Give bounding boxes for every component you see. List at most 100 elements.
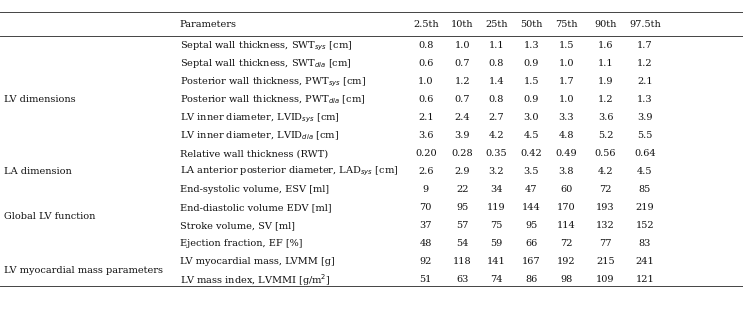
Text: 2.9: 2.9: [455, 167, 470, 176]
Text: 54: 54: [456, 239, 468, 248]
Text: Septal wall thickness, SWT$_{sys}$ [cm]: Septal wall thickness, SWT$_{sys}$ [cm]: [180, 39, 352, 53]
Text: 3.6: 3.6: [418, 131, 433, 140]
Text: 1.3: 1.3: [637, 95, 653, 104]
Text: 22: 22: [456, 185, 468, 194]
Text: 57: 57: [456, 221, 468, 230]
Text: 0.9: 0.9: [524, 95, 539, 104]
Text: 2.1: 2.1: [637, 77, 653, 86]
Text: 167: 167: [522, 257, 541, 266]
Text: 4.5: 4.5: [637, 167, 652, 176]
Text: 37: 37: [420, 221, 432, 230]
Text: 86: 86: [525, 275, 537, 284]
Text: 2.7: 2.7: [488, 113, 504, 122]
Text: 1.2: 1.2: [597, 95, 614, 104]
Text: 0.7: 0.7: [455, 95, 470, 104]
Text: 1.1: 1.1: [488, 41, 504, 51]
Text: End-diastolic volume EDV [ml]: End-diastolic volume EDV [ml]: [180, 203, 331, 212]
Text: 97.5th: 97.5th: [629, 20, 661, 29]
Text: 2.4: 2.4: [454, 113, 470, 122]
Text: 0.9: 0.9: [524, 59, 539, 69]
Text: 5.2: 5.2: [598, 131, 613, 140]
Text: 4.2: 4.2: [597, 167, 614, 176]
Text: 48: 48: [420, 239, 432, 248]
Text: 0.56: 0.56: [595, 149, 616, 158]
Text: 192: 192: [557, 257, 576, 266]
Text: LA anterior posterior diameter, LAD$_{sys}$ [cm]: LA anterior posterior diameter, LAD$_{sy…: [180, 165, 398, 179]
Text: 219: 219: [635, 203, 655, 212]
Text: 72: 72: [600, 185, 611, 194]
Text: 60: 60: [560, 185, 572, 194]
Text: 95: 95: [456, 203, 468, 212]
Text: 3.0: 3.0: [524, 113, 539, 122]
Text: 132: 132: [596, 221, 615, 230]
Text: 2.5th: 2.5th: [413, 20, 438, 29]
Text: 2.6: 2.6: [418, 167, 433, 176]
Text: 98: 98: [560, 275, 572, 284]
Text: Septal wall thickness, SWT$_{dia}$ [cm]: Septal wall thickness, SWT$_{dia}$ [cm]: [180, 57, 351, 70]
Text: 0.8: 0.8: [418, 41, 433, 51]
Text: 85: 85: [639, 185, 651, 194]
Text: 119: 119: [487, 203, 506, 212]
Text: LA dimension: LA dimension: [4, 167, 71, 176]
Text: 1.7: 1.7: [558, 77, 574, 86]
Text: 1.9: 1.9: [598, 77, 613, 86]
Text: 3.9: 3.9: [637, 113, 652, 122]
Text: 9: 9: [423, 185, 429, 194]
Text: 1.0: 1.0: [559, 95, 574, 104]
Text: 0.42: 0.42: [520, 149, 542, 158]
Text: 1.2: 1.2: [454, 77, 470, 86]
Text: 34: 34: [490, 185, 502, 194]
Text: 50th: 50th: [520, 20, 542, 29]
Text: 215: 215: [596, 257, 615, 266]
Text: Relative wall thickness (RWT): Relative wall thickness (RWT): [180, 149, 328, 158]
Text: 114: 114: [557, 221, 576, 230]
Text: 4.8: 4.8: [559, 131, 574, 140]
Text: 3.2: 3.2: [488, 167, 504, 176]
Text: 0.35: 0.35: [485, 149, 507, 158]
Text: 75: 75: [490, 221, 502, 230]
Text: 95: 95: [525, 221, 537, 230]
Text: 0.7: 0.7: [455, 59, 470, 69]
Text: 0.6: 0.6: [418, 95, 433, 104]
Text: 1.2: 1.2: [637, 59, 653, 69]
Text: 75th: 75th: [555, 20, 577, 29]
Text: 25th: 25th: [485, 20, 507, 29]
Text: Global LV function: Global LV function: [4, 212, 95, 221]
Text: 141: 141: [487, 257, 506, 266]
Text: 4.2: 4.2: [488, 131, 504, 140]
Text: 1.0: 1.0: [455, 41, 470, 51]
Text: 1.5: 1.5: [559, 41, 574, 51]
Text: LV mass index, LVMMI [g/m$^{2}$]: LV mass index, LVMMI [g/m$^{2}$]: [180, 272, 331, 287]
Text: End-systolic volume, ESV [ml]: End-systolic volume, ESV [ml]: [180, 185, 329, 194]
Text: 118: 118: [452, 257, 472, 266]
Text: 10th: 10th: [451, 20, 473, 29]
Text: 1.0: 1.0: [559, 59, 574, 69]
Text: 4.5: 4.5: [524, 131, 539, 140]
Text: 170: 170: [557, 203, 576, 212]
Text: 1.0: 1.0: [418, 77, 433, 86]
Text: 0.8: 0.8: [489, 95, 504, 104]
Text: 63: 63: [456, 275, 468, 284]
Text: 51: 51: [420, 275, 432, 284]
Text: Stroke volume, SV [ml]: Stroke volume, SV [ml]: [180, 221, 295, 230]
Text: 152: 152: [635, 221, 655, 230]
Text: 0.49: 0.49: [555, 149, 577, 158]
Text: 66: 66: [525, 239, 537, 248]
Text: 5.5: 5.5: [637, 131, 652, 140]
Text: 1.7: 1.7: [637, 41, 653, 51]
Text: LV inner diameter, LVID$_{dia}$ [cm]: LV inner diameter, LVID$_{dia}$ [cm]: [180, 130, 339, 142]
Text: 47: 47: [525, 185, 537, 194]
Text: Posterior wall thickness, PWT$_{dia}$ [cm]: Posterior wall thickness, PWT$_{dia}$ [c…: [180, 94, 365, 106]
Text: Parameters: Parameters: [180, 20, 237, 29]
Text: LV myocardial mass, LVMM [g]: LV myocardial mass, LVMM [g]: [180, 257, 334, 266]
Text: 0.20: 0.20: [415, 149, 437, 158]
Text: 2.1: 2.1: [418, 113, 434, 122]
Text: 1.6: 1.6: [598, 41, 613, 51]
Text: 74: 74: [490, 275, 502, 284]
Text: 0.8: 0.8: [489, 59, 504, 69]
Text: 3.9: 3.9: [455, 131, 470, 140]
Text: 72: 72: [560, 239, 572, 248]
Text: 1.4: 1.4: [488, 77, 504, 86]
Text: 0.28: 0.28: [451, 149, 473, 158]
Text: 3.5: 3.5: [524, 167, 539, 176]
